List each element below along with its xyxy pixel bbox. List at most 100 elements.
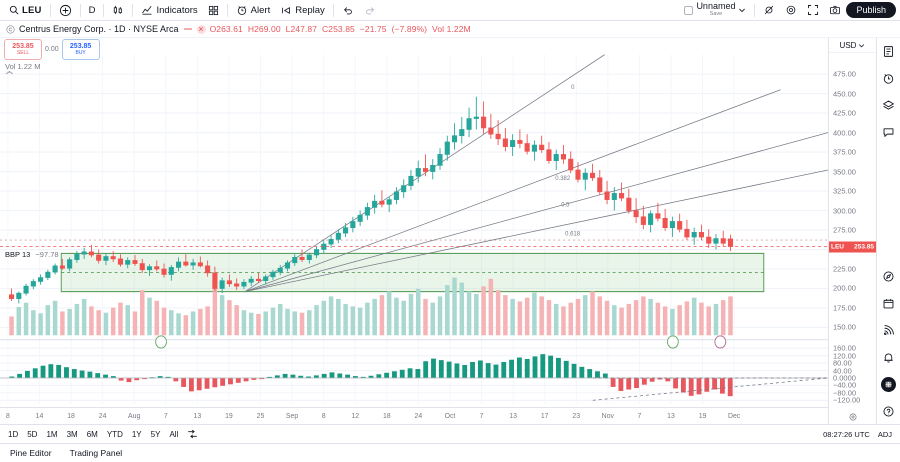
range-1m[interactable]: 1M bbox=[46, 429, 58, 439]
bottom-panel-bar: Pine Editor Trading Panel bbox=[0, 443, 900, 462]
goto-date-icon[interactable] bbox=[183, 427, 202, 441]
indicators-button[interactable]: Indicators bbox=[136, 2, 202, 19]
time-tick: Nov bbox=[602, 413, 615, 420]
open-label: O bbox=[209, 24, 217, 34]
price-axis[interactable]: USD 475.00 450.00 425.00 400.00 375.00 350.00… bbox=[828, 38, 876, 424]
range-all[interactable]: All bbox=[169, 429, 179, 439]
fullscreen-icon bbox=[807, 4, 819, 16]
time-tick: 24 bbox=[99, 413, 107, 420]
ideas-icon[interactable] bbox=[881, 268, 897, 284]
replay-label: Replay bbox=[295, 4, 325, 16]
currency-selector[interactable]: USD bbox=[829, 38, 876, 53]
replay-icon bbox=[280, 5, 292, 16]
adjust-data-button[interactable]: ADJ bbox=[877, 429, 892, 439]
copyright-icon bbox=[6, 24, 15, 34]
redo-icon bbox=[364, 5, 376, 16]
price-tick: 475.00 bbox=[833, 69, 856, 79]
svg-text:0.5: 0.5 bbox=[561, 201, 570, 208]
calendar-icon[interactable] bbox=[881, 295, 897, 311]
hide-marks-button[interactable] bbox=[758, 2, 780, 19]
replay-button[interactable]: Replay bbox=[275, 2, 330, 19]
time-axis[interactable]: 8 14 18 24 Aug 7 13 19 25 Sep 8 12 18 24 Oct 7 13 17 23 Nov… bbox=[0, 407, 828, 424]
price-tick: 275.00 bbox=[833, 225, 856, 235]
apps-badge bbox=[881, 376, 896, 392]
range-1d[interactable]: 1D bbox=[8, 429, 19, 439]
last-price-tag[interactable]: LEU 253.85 bbox=[829, 241, 876, 253]
eye-toggle-icon[interactable] bbox=[183, 25, 193, 33]
fullscreen-button[interactable] bbox=[802, 2, 824, 19]
checkbox-icon[interactable] bbox=[684, 5, 694, 15]
change-percent: (−7.89%) bbox=[391, 24, 428, 34]
chart-panes[interactable]: 0 0.382 0.5 0.618 BBP 13 −97.78 8 14 18 24 Aug 7… bbox=[0, 38, 828, 424]
bell-icon[interactable] bbox=[881, 349, 897, 365]
sell-button[interactable]: 253.85 SELL bbox=[4, 39, 42, 60]
stream-icon[interactable] bbox=[881, 322, 897, 338]
search-icon bbox=[9, 5, 19, 15]
publish-button[interactable]: Publish bbox=[846, 2, 896, 18]
volume-value: Vol 1.22M bbox=[432, 24, 471, 34]
volume-legend: Vol 1.22 M bbox=[5, 62, 41, 71]
redo-button[interactable] bbox=[359, 2, 381, 19]
buy-button[interactable]: 253.85 BUY bbox=[61, 39, 100, 60]
time-tick: 13 bbox=[667, 413, 675, 420]
chat-icon[interactable] bbox=[881, 124, 897, 140]
collapse-pane-icon[interactable] bbox=[5, 70, 14, 76]
hide-marks-icon bbox=[763, 4, 775, 16]
price-tick: 375.00 bbox=[833, 147, 856, 157]
watchlist-icon[interactable] bbox=[881, 43, 897, 59]
buy-label: BUY bbox=[75, 50, 86, 56]
range-6m[interactable]: 6M bbox=[86, 429, 98, 439]
time-tick: 24 bbox=[415, 413, 423, 420]
close-label: C bbox=[322, 24, 329, 34]
trading-panel-tab[interactable]: Trading Panel bbox=[69, 448, 123, 458]
add-symbol-button[interactable] bbox=[54, 2, 77, 19]
chart-svg[interactable]: 0 0.382 0.5 0.618 bbox=[0, 38, 828, 424]
indicator-price-tick: −40.00 bbox=[833, 380, 857, 390]
alerts-icon[interactable] bbox=[881, 70, 897, 86]
indicator-legend[interactable]: BBP 13 −97.78 bbox=[5, 250, 59, 259]
change-value: −21.75 bbox=[359, 24, 387, 34]
layers-icon[interactable] bbox=[881, 97, 897, 113]
symbol-search-button[interactable]: LEU bbox=[4, 2, 47, 19]
range-5y[interactable]: 5Y bbox=[150, 429, 161, 439]
undo-icon bbox=[342, 5, 354, 16]
snapshot-button[interactable] bbox=[824, 2, 846, 19]
price-tick: 450.00 bbox=[833, 89, 856, 99]
open-value: 263.61 bbox=[216, 24, 243, 34]
remove-icon[interactable] bbox=[196, 24, 206, 34]
indicator-name: BBP 13 bbox=[5, 250, 31, 259]
symbol-description[interactable]: Centrus Energy Corp. · 1D · NYSE Arca bbox=[19, 24, 179, 34]
chart-drawing-surface[interactable]: 0 0.382 0.5 0.618 bbox=[0, 38, 828, 424]
interval-button[interactable]: D bbox=[84, 2, 101, 19]
save-layout-button[interactable]: Unnamed Save bbox=[679, 2, 751, 19]
time-tick: 14 bbox=[36, 413, 44, 420]
axis-settings-icon[interactable] bbox=[848, 412, 858, 422]
help-icon[interactable] bbox=[881, 403, 897, 419]
pine-editor-tab[interactable]: Pine Editor bbox=[10, 448, 52, 458]
price-tick: 400.00 bbox=[833, 128, 856, 138]
indicator-price-tick: −80.00 bbox=[833, 388, 857, 398]
price-tick: 175.00 bbox=[833, 303, 856, 313]
trade-buttons: 253.85 SELL 0.00 253.85 BUY bbox=[4, 39, 100, 60]
indicator-price-tick: 0.0000 bbox=[833, 373, 856, 383]
save-sublabel: Save bbox=[709, 11, 723, 18]
alert-button[interactable]: Alert bbox=[231, 2, 276, 19]
divider bbox=[79, 3, 81, 17]
currency-label: USD bbox=[839, 40, 857, 50]
settings-button[interactable] bbox=[780, 2, 802, 19]
chart-type-button[interactable] bbox=[107, 2, 129, 19]
undo-button[interactable] bbox=[337, 2, 359, 19]
indicators-icon bbox=[141, 4, 153, 16]
symbol-label: LEU bbox=[22, 4, 42, 16]
layouts-button[interactable] bbox=[203, 2, 224, 19]
svg-text:0: 0 bbox=[571, 84, 575, 91]
range-1y[interactable]: 1Y bbox=[131, 429, 142, 439]
range-5d[interactable]: 5D bbox=[27, 429, 38, 439]
range-ytd[interactable]: YTD bbox=[106, 429, 123, 439]
range-3m[interactable]: 3M bbox=[66, 429, 78, 439]
indicator-price-tick: 160.00 bbox=[833, 343, 856, 353]
time-tick: 13 bbox=[509, 413, 517, 420]
chevron-down-icon[interactable] bbox=[738, 6, 746, 14]
apps-icon[interactable] bbox=[881, 376, 897, 392]
chart-legend-bar: Centrus Energy Corp. · 1D · NYSE Arca O2… bbox=[0, 21, 900, 38]
